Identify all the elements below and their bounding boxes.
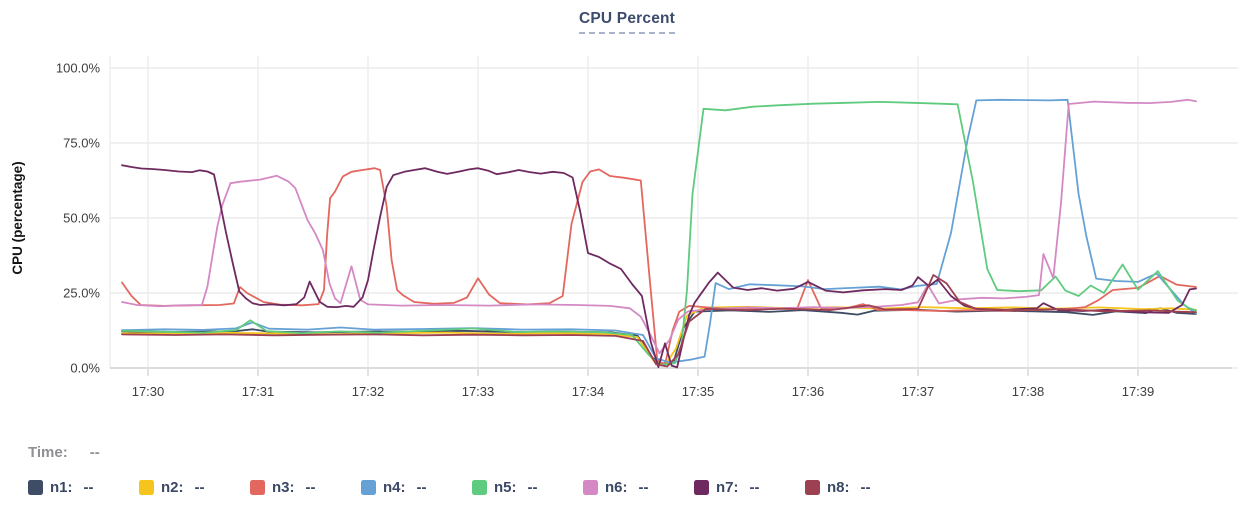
- legend-item-n8[interactable]: n8: --: [805, 479, 901, 496]
- legend-item-n5[interactable]: n5: --: [472, 479, 568, 496]
- chart-title[interactable]: CPU Percent: [578, 10, 676, 34]
- legend-label-n1: n1:: [50, 479, 73, 496]
- legend-value-n8: --: [860, 479, 871, 496]
- legend-value-n5: --: [527, 479, 538, 496]
- x-tick-label: 17:39: [1122, 384, 1155, 399]
- legend-label-n2: n2:: [161, 479, 184, 496]
- legend-swatch-n5: [472, 480, 487, 495]
- y-tick-label: 50.0%: [63, 211, 100, 226]
- legend-value-n7: --: [749, 479, 760, 496]
- y-tick-label: 25.0%: [63, 286, 100, 301]
- legend-swatch-n1: [28, 480, 43, 495]
- legend-value-n1: --: [83, 479, 94, 496]
- legend-swatch-n4: [361, 480, 376, 495]
- legend-swatch-n3: [250, 480, 265, 495]
- x-tick-label: 17:34: [572, 384, 605, 399]
- legend-value-n2: --: [194, 479, 205, 496]
- legend: n1: -- n2: -- n3: -- n4: -- n5: -- n6: -- n7: -- n8: --: [28, 479, 916, 496]
- legend-item-n2[interactable]: n2: --: [139, 479, 235, 496]
- y-tick-label: 75.0%: [63, 136, 100, 151]
- y-tick-label: 100.0%: [56, 61, 101, 76]
- legend-value-n4: --: [416, 479, 427, 496]
- x-tick-label: 17:35: [682, 384, 715, 399]
- legend-label-n6: n6:: [605, 479, 628, 496]
- series-line-n8[interactable]: [121, 274, 1197, 368]
- legend-item-n3[interactable]: n3: --: [250, 479, 346, 496]
- legend-label-n7: n7:: [716, 479, 739, 496]
- x-tick-label: 17:30: [132, 384, 165, 399]
- x-tick-label: 17:37: [902, 384, 935, 399]
- x-tick-label: 17:36: [792, 384, 825, 399]
- time-value: --: [89, 444, 100, 461]
- legend-item-n7[interactable]: n7: --: [694, 479, 790, 496]
- y-tick-label: 0.0%: [70, 361, 100, 376]
- chart-header: CPU Percent: [0, 10, 1254, 34]
- series-line-n5[interactable]: [121, 101, 1197, 366]
- legend-item-n6[interactable]: n6: --: [583, 479, 679, 496]
- x-tick-label: 17:33: [462, 384, 495, 399]
- legend-swatch-n7: [694, 480, 709, 495]
- legend-value-n3: --: [305, 479, 316, 496]
- y-axis-title: CPU (percentage): [10, 161, 25, 274]
- series-line-n7[interactable]: [121, 164, 1197, 369]
- series-line-n3[interactable]: [121, 167, 1197, 366]
- legend-label-n8: n8:: [827, 479, 850, 496]
- x-tick-label: 17:38: [1012, 384, 1045, 399]
- cpu-chart[interactable]: CPU (percentage) 0.0% 25.0% 50.0% 75.0% 100.…: [0, 0, 1254, 430]
- legend-value-n6: --: [638, 479, 649, 496]
- legend-label-n4: n4:: [383, 479, 406, 496]
- time-label: Time:: [28, 444, 68, 461]
- x-tick-label: 17:32: [352, 384, 385, 399]
- x-tick-label: 17:31: [242, 384, 275, 399]
- legend-label-n5: n5:: [494, 479, 517, 496]
- series-line-n4[interactable]: [121, 98, 1197, 364]
- legend-label-n3: n3:: [272, 479, 295, 496]
- series-line-n6[interactable]: [121, 98, 1197, 355]
- legend-swatch-n8: [805, 480, 820, 495]
- legend-item-n1[interactable]: n1: --: [28, 479, 124, 496]
- time-row: Time: --: [28, 444, 100, 461]
- legend-swatch-n2: [139, 480, 154, 495]
- legend-item-n4[interactable]: n4: --: [361, 479, 457, 496]
- legend-swatch-n6: [583, 480, 598, 495]
